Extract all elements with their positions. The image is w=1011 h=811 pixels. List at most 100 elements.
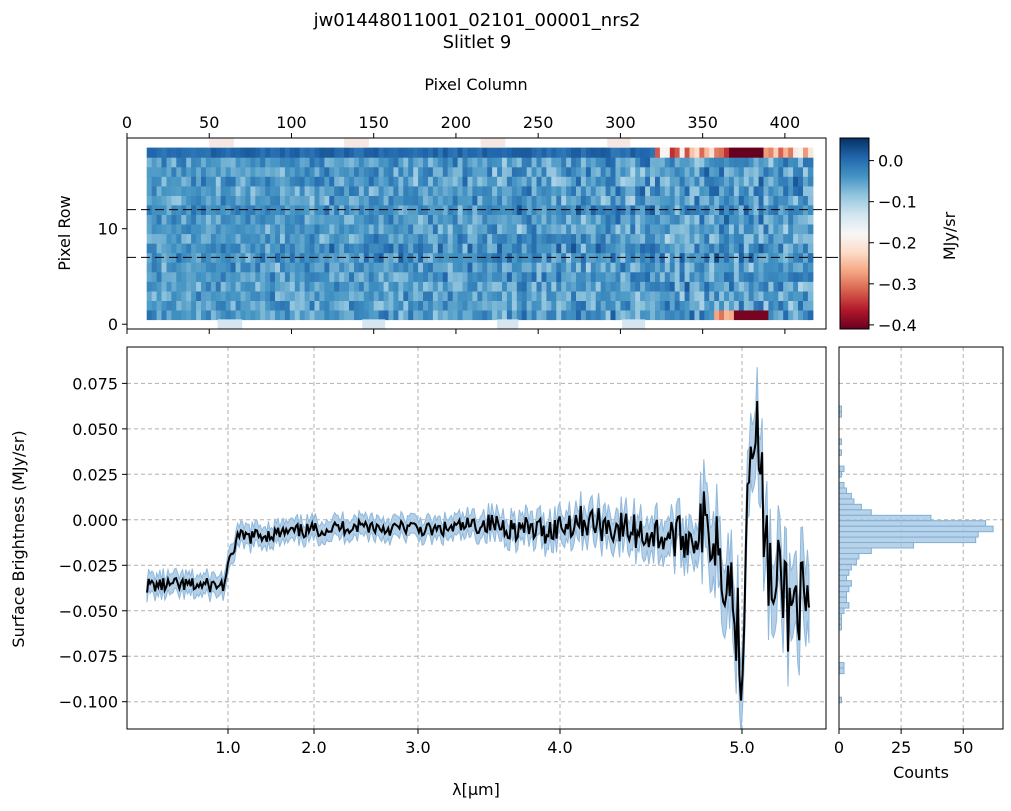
heatmap-cell	[724, 262, 730, 273]
heatmap-cell	[655, 166, 661, 177]
heatmap-cell	[798, 233, 804, 244]
heatmap-cell	[250, 309, 256, 321]
heatmap-cell	[265, 195, 271, 206]
heatmap-cell	[625, 290, 631, 301]
heatmap-cell	[373, 185, 380, 196]
heatmap-cell	[763, 309, 769, 321]
heatmap-cell	[625, 309, 631, 321]
heatmap-cell	[541, 176, 547, 187]
heatmap-cell	[329, 166, 335, 177]
heatmap-cell	[472, 262, 478, 273]
heatmap-cell	[181, 290, 187, 301]
heatmap-cell	[250, 223, 256, 235]
heatmap-cell	[497, 243, 503, 254]
heatmap-cell	[635, 309, 641, 321]
heatmap-cell	[605, 233, 612, 244]
heatmap-cell	[566, 243, 572, 254]
heatmap-cell	[516, 300, 523, 311]
heatmap-cell	[669, 195, 676, 206]
heatmap-cell	[383, 166, 390, 177]
heatmap-cell	[280, 233, 286, 244]
heatmap-cell	[161, 195, 167, 206]
heatmap-cell	[793, 309, 799, 321]
heatmap-cell	[373, 223, 380, 235]
heatmap-cell	[467, 176, 473, 187]
heatmap-cell	[299, 262, 306, 273]
heatmap-cell	[437, 214, 444, 225]
heatmap-cell	[378, 223, 385, 235]
heatmap-cell	[497, 195, 503, 206]
heatmap-cell	[151, 214, 158, 225]
heatmap-cell	[645, 157, 651, 168]
heatmap-cell	[753, 166, 760, 177]
heatmap-cell	[571, 223, 577, 235]
heatmap-cell	[793, 157, 799, 168]
heatmap-cell	[413, 176, 419, 187]
heatmap-cell	[729, 262, 735, 273]
heatmap-cell	[171, 281, 177, 292]
heatmap-cell	[788, 223, 794, 235]
heatmap-cell	[215, 223, 222, 235]
heatmap-cell	[309, 147, 316, 158]
heatmap-cell	[773, 233, 779, 244]
heatmap-cell	[669, 214, 676, 225]
heatmap-cell	[748, 281, 755, 292]
heatmap-cell	[354, 147, 360, 158]
heatmap-cell	[506, 223, 513, 235]
heatmap-cell	[191, 223, 197, 235]
heatmap-cell	[664, 243, 671, 254]
heatmap-cell	[709, 195, 715, 206]
heatmap-cell	[738, 233, 745, 244]
heatmap-cell	[309, 157, 316, 168]
heatmap-cell	[778, 262, 784, 273]
histogram-bar	[838, 542, 914, 549]
heatmap-cell	[442, 281, 449, 292]
heatmap-cell	[393, 185, 399, 196]
heatmap-cell	[161, 262, 167, 273]
heatmap-cell	[516, 262, 523, 273]
heatmap-cell	[437, 176, 444, 187]
heatmap-cell	[418, 176, 424, 187]
heatmap-cell	[605, 271, 612, 282]
heatmap-cell	[729, 166, 735, 177]
heatmap-cell	[334, 185, 340, 196]
heatmap-cell	[146, 290, 153, 301]
heatmap-cell	[620, 243, 626, 254]
heatmap-cell	[329, 281, 335, 292]
heatmap-cell	[161, 252, 167, 263]
heatmap-cell	[561, 271, 567, 282]
heatmap-cell	[363, 185, 370, 196]
heatmap-cell	[176, 223, 182, 235]
heatmap-cell	[146, 309, 153, 321]
heatmap-cell	[738, 223, 745, 235]
heatmap-cell	[472, 185, 478, 196]
heatmap-cell	[161, 147, 167, 158]
heatmap-cell	[289, 195, 296, 206]
heatmap-cell	[793, 281, 799, 292]
heatmap-cell	[511, 290, 518, 301]
heatmap-cell	[615, 176, 621, 187]
heatmap-cell	[684, 243, 691, 254]
heatmap-cell	[205, 214, 212, 225]
heatmap-cell	[196, 271, 202, 282]
heatmap-cell	[428, 243, 434, 254]
heatmap-cell	[265, 147, 271, 158]
heatmap-cell	[334, 252, 340, 263]
heatmap-cell	[679, 252, 686, 263]
heatmap-cell	[358, 176, 365, 187]
histogram-bar	[838, 498, 855, 505]
heatmap-cell	[610, 233, 616, 244]
heatmap-cell	[788, 214, 794, 225]
heatmap-cell	[620, 166, 626, 177]
heatmap-cell	[309, 185, 316, 196]
heatmap-cell	[354, 166, 360, 177]
heatmap-cell	[758, 176, 765, 187]
heatmap-cell	[215, 309, 222, 321]
heatmap-cell	[413, 214, 419, 225]
heatmap-cell	[270, 176, 276, 187]
heatmap-cell	[541, 243, 547, 254]
heatmap-cell	[526, 185, 533, 196]
heatmap-cell	[191, 214, 197, 225]
spectrum-frame	[126, 346, 827, 730]
heatmap-cell	[215, 233, 222, 244]
